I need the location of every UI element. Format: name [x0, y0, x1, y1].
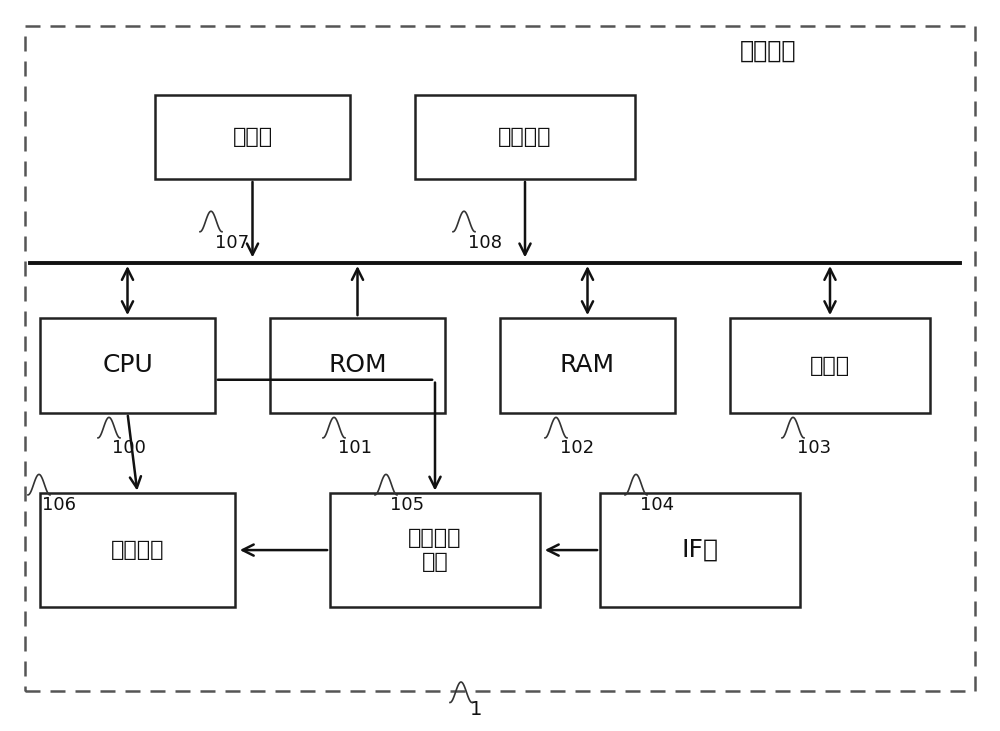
Text: 108: 108	[468, 234, 502, 252]
Text: 存储部: 存储部	[810, 355, 850, 376]
Text: 101: 101	[338, 439, 372, 457]
Text: 100: 100	[112, 439, 146, 457]
Bar	[415, 95, 635, 179]
Bar	[600, 493, 800, 607]
Text: 显示装置: 显示装置	[740, 39, 796, 63]
Text: 图像处理
电路: 图像处理 电路	[408, 529, 462, 572]
Text: ROM: ROM	[328, 354, 387, 377]
Text: 105: 105	[390, 496, 424, 514]
Text: 104: 104	[640, 496, 674, 514]
Bar	[330, 493, 540, 607]
Bar	[270, 318, 445, 413]
Text: RAM: RAM	[560, 354, 615, 377]
Text: 1: 1	[470, 700, 482, 719]
Text: 102: 102	[560, 439, 594, 457]
Bar	[40, 318, 215, 413]
Text: 操作面板: 操作面板	[498, 127, 552, 147]
Text: 107: 107	[215, 234, 249, 252]
Text: CPU: CPU	[102, 354, 153, 377]
Text: 103: 103	[797, 439, 831, 457]
Bar	[40, 493, 235, 607]
Bar	[500, 318, 675, 413]
Bar	[155, 95, 350, 179]
Text: IF部: IF部	[682, 538, 718, 562]
Bar	[730, 318, 930, 413]
Text: 106: 106	[42, 496, 76, 514]
Text: 投射单元: 投射单元	[111, 540, 164, 560]
Text: 摄像部: 摄像部	[232, 127, 273, 147]
